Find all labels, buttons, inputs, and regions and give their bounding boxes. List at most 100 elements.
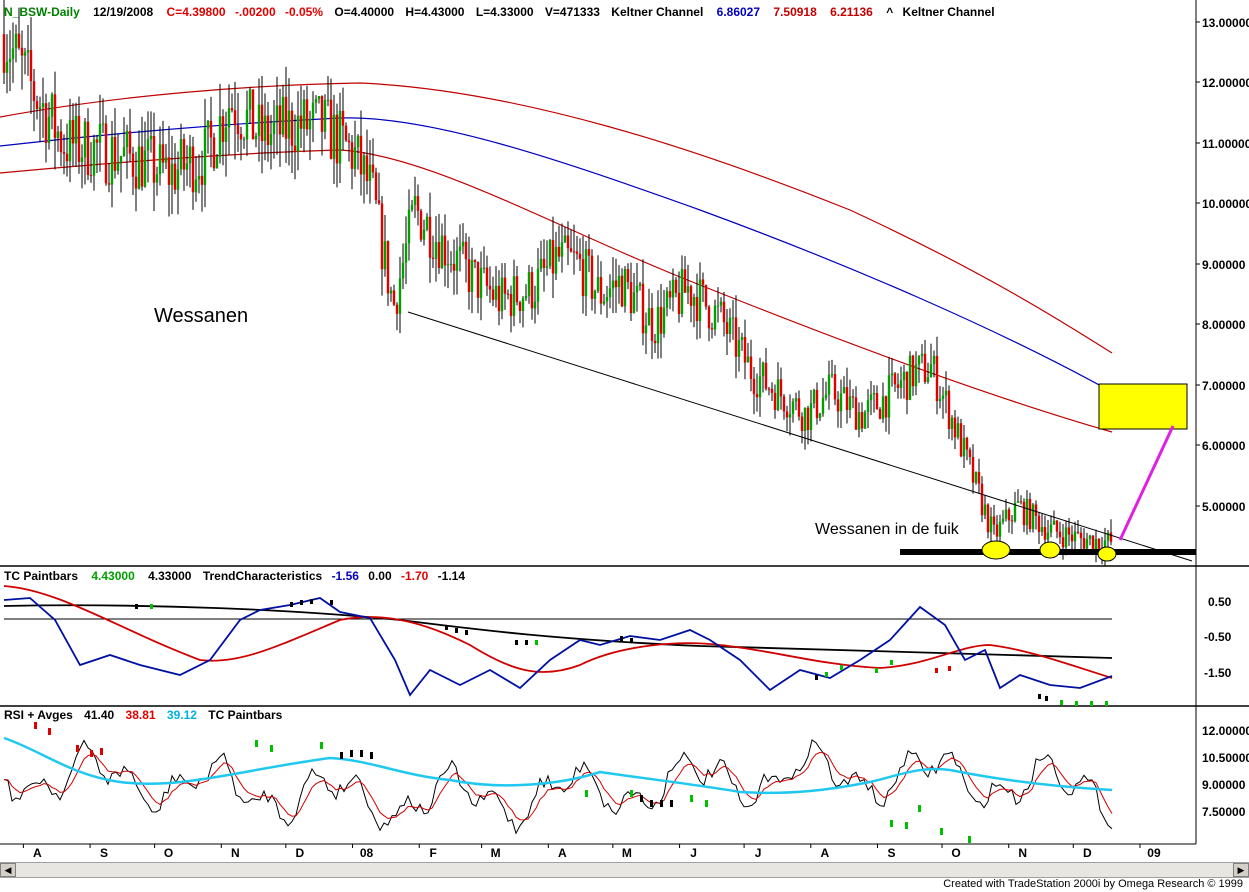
- candle: [185, 145, 189, 186]
- paintbar-dot: [290, 602, 293, 607]
- candle: [707, 305, 711, 342]
- paintbar-dot: [340, 752, 343, 759]
- candle: [386, 240, 390, 306]
- candle: [389, 286, 393, 302]
- candle: [1034, 500, 1038, 530]
- candle: [809, 389, 813, 442]
- candle: [908, 351, 912, 401]
- candle: [698, 262, 702, 339]
- candle: [716, 287, 720, 323]
- candle: [527, 265, 531, 304]
- paintbar-dot: [360, 750, 363, 757]
- candle: [335, 103, 339, 188]
- candle: [125, 124, 129, 179]
- candle: [629, 262, 633, 321]
- p3-v1: 41.40: [84, 708, 114, 722]
- p2-paintbar-dots: [135, 599, 1108, 706]
- candle: [509, 285, 513, 333]
- p2-v2: 4.33000: [148, 569, 192, 583]
- keltner-mid-value: 6.86027: [717, 5, 761, 19]
- candle: [284, 66, 288, 163]
- keltner-label: Keltner Channel: [611, 5, 703, 19]
- price-tick-5: 5.00000: [1202, 500, 1246, 514]
- candle: [902, 364, 906, 399]
- candle: [668, 280, 672, 310]
- paintbar-dot: [890, 660, 893, 665]
- p3-v2: 38.81: [126, 708, 156, 722]
- candle: [1094, 529, 1098, 563]
- candle: [491, 276, 495, 307]
- month-tick-14: O: [951, 846, 960, 860]
- candle: [1019, 495, 1023, 505]
- p2-v6: -1.14: [438, 569, 466, 583]
- candle: [275, 76, 279, 155]
- candle: [248, 86, 252, 124]
- company-annotation: Wessanen: [154, 305, 248, 327]
- p3-name2: TC Paintbars: [208, 708, 282, 722]
- panel3-axis: 12.00000 10.50000 9.00000 7.50000: [1202, 724, 1249, 819]
- candle: [458, 224, 462, 272]
- candle: [281, 84, 285, 138]
- candle: [530, 266, 534, 320]
- candle: [407, 189, 411, 261]
- candle: [512, 259, 516, 327]
- horizontal-scrollbar[interactable]: ◀ ▶: [0, 862, 1249, 878]
- candle: [740, 332, 744, 351]
- candle: [464, 233, 468, 283]
- candle: [953, 410, 957, 450]
- month-tick-10: J: [690, 846, 697, 860]
- scroll-right-button[interactable]: ▶: [1233, 863, 1249, 877]
- candle: [944, 371, 948, 414]
- candle: [227, 84, 231, 155]
- scroll-left-button[interactable]: ◀: [0, 863, 16, 877]
- month-tick-3: N: [231, 846, 240, 860]
- candle: [548, 238, 552, 270]
- candle: [872, 385, 876, 413]
- candle: [44, 93, 48, 163]
- candle: [1088, 534, 1092, 546]
- candle: [428, 192, 432, 283]
- candle: [659, 283, 663, 359]
- month-axis: A S O N D 08 F M A M J J A S O N D 09: [22, 844, 1161, 860]
- candle: [896, 373, 900, 399]
- candle: [188, 134, 192, 188]
- support-touch-3: [1097, 546, 1117, 562]
- candle: [821, 378, 825, 417]
- candle: [554, 231, 558, 281]
- candle: [230, 93, 234, 113]
- candle: [770, 382, 774, 402]
- candle: [1016, 489, 1020, 503]
- candle: [848, 379, 852, 419]
- candle: [1028, 492, 1032, 533]
- month-tick-2: O: [164, 846, 173, 860]
- candle: [1022, 498, 1026, 533]
- paintbar-dot: [525, 640, 528, 645]
- keltner-mid-line: [0, 117, 1113, 393]
- candle: [368, 140, 372, 204]
- candle: [41, 77, 45, 138]
- candle: [647, 288, 651, 326]
- candle: [1055, 519, 1059, 539]
- candle: [521, 296, 525, 328]
- candle: [617, 265, 621, 304]
- candle: [182, 133, 186, 191]
- candle: [842, 376, 846, 394]
- candle: [1025, 490, 1029, 535]
- candle: [344, 122, 348, 143]
- candle: [140, 116, 144, 191]
- candle: [989, 507, 993, 544]
- close-label: C=4.39800: [167, 5, 226, 19]
- p2-name: TC Paintbars: [4, 569, 78, 583]
- candle: [899, 366, 903, 399]
- paintbar-dot: [370, 752, 373, 759]
- month-tick-11: J: [755, 846, 762, 860]
- candle: [923, 339, 927, 384]
- candle: [482, 246, 486, 274]
- candle: [731, 300, 735, 340]
- candle: [566, 221, 570, 266]
- candle: [473, 259, 477, 269]
- trend-line: [407, 311, 1193, 562]
- candle: [857, 402, 861, 438]
- paintbar-dot: [1060, 700, 1063, 705]
